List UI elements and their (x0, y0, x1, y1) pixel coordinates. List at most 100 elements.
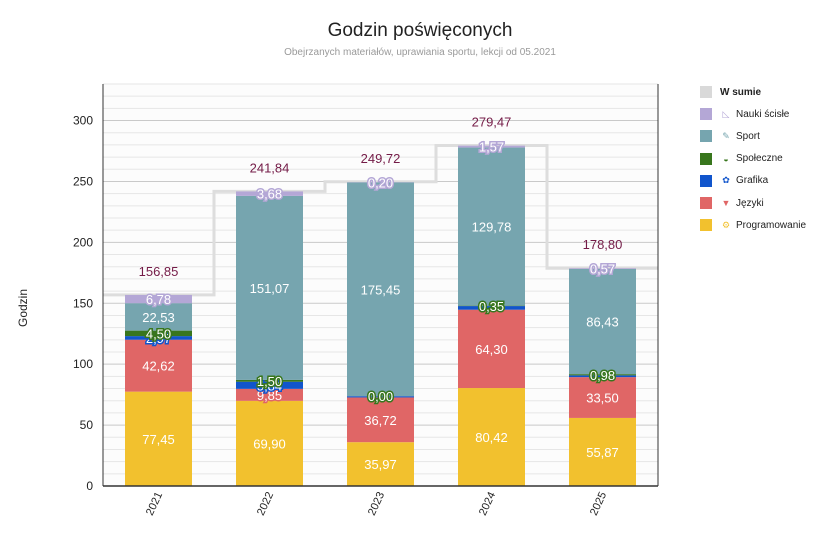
data-label: 9,85 (257, 388, 282, 403)
data-label: 3,68 (257, 187, 282, 202)
bar-segment (458, 309, 525, 389)
y-tick-label: 100 (73, 357, 93, 371)
legend-swatch (700, 197, 712, 210)
bar-segment (236, 195, 303, 380)
legend-item-total[interactable]: W sumie (700, 81, 835, 103)
data-label: 22,53 (142, 310, 175, 325)
data-label: 0,00 (368, 389, 393, 404)
legend-label: Społeczne (736, 153, 783, 165)
data-label: 42,62 (142, 359, 175, 374)
legend-swatch-total (700, 86, 712, 99)
bar-segment (347, 397, 414, 443)
bar-segment (347, 396, 414, 398)
bar-segment (236, 381, 303, 389)
bar-segment (125, 294, 192, 304)
legend-category-icon: ⚙ (721, 219, 731, 230)
legend-item-programowanie[interactable]: ⚙ Programowanie (700, 214, 835, 236)
legend-swatch (700, 152, 712, 165)
data-label: 80,42 (475, 430, 508, 445)
data-label: 175,45 (361, 282, 401, 297)
y-tick-label: 250 (73, 174, 93, 188)
bar-segment (569, 374, 636, 376)
bar-segment (125, 391, 192, 486)
data-label: 77,45 (142, 432, 175, 447)
bar-segment (236, 379, 303, 382)
total-data-label: 178,80 (583, 237, 623, 252)
data-label: 0,20 (368, 175, 393, 190)
legend: W sumie ◺ Nauki ścisłe ✎ Sport ◒ Społeczne ✿ Gr… (700, 81, 835, 236)
legend-item-nauki-ścisłe[interactable]: ◺ Nauki ścisłe (700, 103, 835, 125)
bar-segment (236, 191, 303, 196)
bar-segment (347, 442, 414, 486)
data-label: 0,57 (590, 262, 615, 277)
legend-category-icon: ✎ (722, 130, 730, 141)
legend-item-grafika[interactable]: ✿ Grafika (700, 170, 835, 192)
data-label: 1,57 (479, 140, 504, 155)
x-tick-label: 2025 (588, 490, 609, 517)
bar-segment (236, 400, 303, 486)
legend-swatch (700, 174, 712, 187)
data-label: 35,97 (364, 457, 397, 472)
data-label: 0,35 (479, 299, 504, 314)
bar-segment (569, 417, 636, 486)
legend-label: Sport (736, 130, 760, 142)
x-tick-label: 2023 (366, 490, 387, 517)
bar-segment (458, 145, 525, 148)
x-tick-label: 2021 (144, 490, 165, 517)
x-tick-label: 2022 (255, 490, 276, 517)
legend-item-społeczne[interactable]: ◒ Społeczne (700, 148, 835, 170)
data-label: 1,50 (257, 374, 282, 389)
data-label: 2,97 (146, 331, 171, 346)
data-label: 151,07 (250, 281, 290, 296)
y-tick-label: 50 (80, 418, 94, 432)
data-label: 4,50 (146, 326, 171, 341)
bar-segment (569, 377, 636, 418)
total-data-label: 156,85 (139, 264, 179, 279)
data-label: 6,78 (146, 292, 171, 307)
legend-category-icon: ▼ (721, 198, 731, 209)
data-label: 33,50 (586, 391, 619, 406)
data-label: 129,78 (472, 220, 512, 235)
bar-segment (236, 388, 303, 401)
legend-label: Programowanie (736, 219, 807, 231)
bar-segment (125, 336, 192, 340)
legend-item-języki[interactable]: ▼ Języki (700, 192, 835, 214)
bar-segment (125, 330, 192, 337)
legend-category-icon: ✿ (722, 175, 730, 186)
legend-item-sport[interactable]: ✎ Sport (700, 125, 835, 147)
legend-category-icon: ◒ (723, 153, 729, 164)
data-label: 5,84 (257, 378, 282, 393)
legend-swatch (700, 130, 712, 143)
total-data-label: 279,47 (472, 115, 512, 130)
legend-label: Grafika (736, 175, 769, 187)
data-label: 36,72 (364, 413, 397, 428)
data-label: 86,43 (586, 315, 619, 330)
bar-segment (125, 339, 192, 392)
bar-segment (569, 375, 636, 378)
data-label: 55,87 (586, 445, 619, 460)
data-label: 69,90 (253, 436, 286, 451)
data-label: 64,30 (475, 342, 508, 357)
bar-segment (458, 388, 525, 486)
legend-label-total: W sumie (720, 86, 762, 98)
legend-label: Nauki ścisłe (736, 108, 790, 120)
y-tick-label: 0 (86, 479, 93, 493)
bar-segment (569, 268, 636, 269)
chart-title: Godzin poświęconych (327, 20, 513, 41)
total-step-line (103, 144, 658, 297)
legend-category-icon: ◺ (722, 108, 730, 119)
legend-swatch (700, 219, 712, 232)
y-tick-label: 300 (73, 114, 93, 128)
bar-segment (347, 182, 414, 397)
legend-label: Języki (736, 197, 764, 209)
x-tick-label: 2024 (477, 490, 498, 517)
total-data-label: 241,84 (250, 160, 290, 175)
data-label: 0,98 (590, 368, 615, 383)
y-tick-label: 200 (73, 235, 93, 249)
y-tick-label: 150 (73, 296, 93, 310)
bar-segment (125, 303, 192, 331)
bar-segment (458, 306, 525, 310)
bar-segment (458, 147, 525, 306)
total-data-label: 249,72 (361, 151, 401, 166)
